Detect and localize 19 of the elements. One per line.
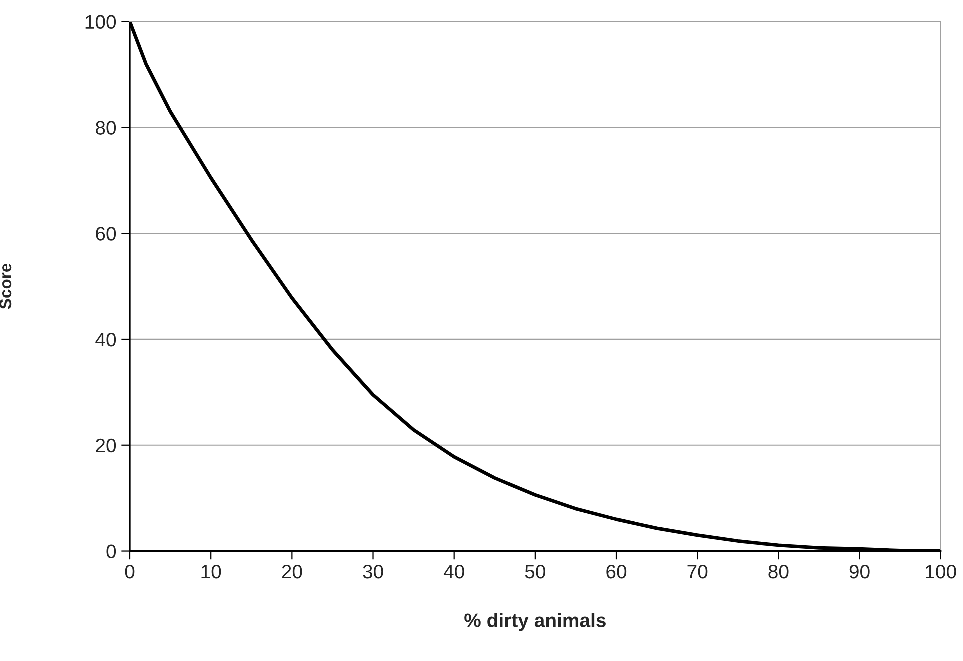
x-tick-label: 40 <box>444 564 464 579</box>
x-tick-label: 60 <box>606 564 627 579</box>
y-tick-label: 0 <box>106 544 116 559</box>
x-tick-label: 80 <box>768 564 789 579</box>
x-tick-label: 70 <box>688 564 708 579</box>
y-tick-label: 100 <box>86 15 116 30</box>
y-tick-label: 60 <box>96 227 116 241</box>
x-tick-label: 20 <box>282 564 302 579</box>
y-tick-label: 20 <box>96 438 116 453</box>
y-axis-title: Score <box>0 264 12 310</box>
x-axis-title: % dirty animals <box>464 613 606 632</box>
y-tick-label: 40 <box>96 332 116 347</box>
x-tick-label: 10 <box>202 564 222 579</box>
x-tick-label: 0 <box>125 564 135 579</box>
x-tick-label: 30 <box>363 564 384 579</box>
x-tick-label: 100 <box>926 564 956 579</box>
y-tick-label: 80 <box>96 121 116 135</box>
x-tick-label: 90 <box>850 564 870 579</box>
x-tick-label: 50 <box>525 564 546 579</box>
